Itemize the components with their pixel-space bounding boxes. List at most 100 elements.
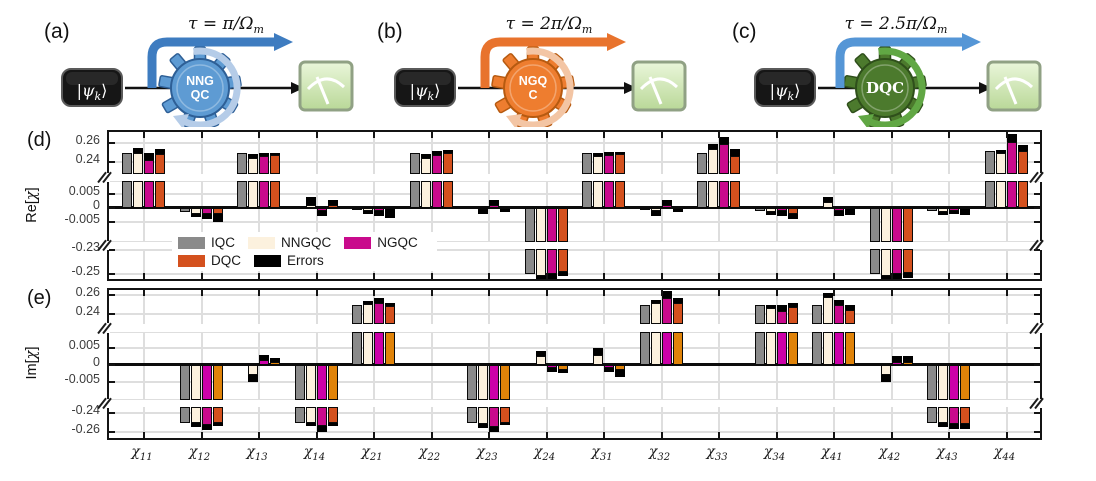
error-cap [938, 423, 948, 428]
bar-iqc [582, 152, 592, 174]
error-cap [672, 297, 683, 303]
x-tick-mark [488, 273, 490, 279]
x-tick-label: χ42 [878, 444, 901, 463]
error-cap [259, 354, 269, 360]
bar-iqc [352, 207, 362, 211]
meter-icon [298, 60, 354, 112]
bar-nngqc [880, 207, 891, 242]
error-cap [500, 422, 510, 426]
x-tick-mark [545, 132, 548, 138]
bar-iqc [927, 407, 937, 423]
error-cap [902, 356, 913, 362]
error-cap [190, 213, 201, 217]
error-cap [270, 358, 280, 362]
gridline-horizontal [109, 399, 1040, 401]
bar-ngqc [144, 160, 154, 174]
bar-dqc [327, 407, 338, 423]
bar-iqc [179, 364, 190, 400]
bar-iqc [122, 181, 132, 208]
y-tick-mark [109, 272, 115, 275]
gridline-horizontal [109, 313, 1040, 315]
x-tick-mark [775, 132, 778, 138]
error-cap [787, 302, 798, 308]
bar-nngqc [190, 207, 201, 214]
bar-ngqc [431, 181, 442, 208]
x-tick-mark [718, 132, 720, 138]
error-cap [823, 196, 833, 203]
error-cap [212, 213, 223, 223]
x-tick-label: χ32 [648, 444, 671, 463]
bar-nngqc [535, 356, 546, 365]
error-cap [327, 422, 338, 427]
meter-icon [986, 60, 1042, 112]
circuit-diagram-b: (b) NGQ C τ = 2π/Ωm |ψk⟩ [377, 14, 687, 127]
x-tick-mark [315, 132, 318, 138]
bar-dqc [155, 181, 165, 208]
error-cap [546, 368, 557, 372]
plot-area-re: IQC NNGQC NGQC DQC Errors [97, 130, 1045, 281]
bar-iqc [237, 152, 247, 174]
y-tick-label: -0.005 [64, 371, 100, 386]
x-tick-mark [718, 432, 720, 438]
bar-ngqc [546, 207, 557, 242]
gridline-vertical [200, 132, 203, 279]
bar-nngqc [708, 148, 718, 174]
error-cap [478, 424, 488, 429]
x-tick-mark [833, 290, 835, 296]
x-tick-label: χ21 [361, 444, 383, 463]
bar-nngqc [938, 207, 948, 213]
bar-nngqc [535, 207, 546, 242]
bar-dqc [845, 310, 855, 324]
bar-ngqc [489, 205, 499, 208]
x-tick-label: χ24 [533, 444, 556, 463]
bar-iqc [754, 304, 765, 324]
bar-dqc [787, 307, 798, 324]
error-cap [431, 150, 442, 156]
gridline-vertical [833, 132, 835, 279]
gridline-horizontal [109, 347, 1040, 349]
bar-iqc [524, 207, 535, 242]
y-tick-label: -0.005 [64, 212, 100, 227]
x-tick-mark [603, 432, 605, 438]
y-tick-label: 0.005 [68, 337, 100, 352]
x-tick-mark [660, 132, 663, 138]
bar-ngqc [431, 155, 442, 174]
x-tick-mark [200, 432, 203, 438]
bar-ngqc [316, 407, 327, 427]
x-tick-mark [488, 432, 490, 438]
nngqc-swatch-icon [248, 236, 276, 249]
bar-nngqc [363, 303, 373, 324]
error-cap [316, 426, 327, 432]
bar-iqc [927, 364, 937, 400]
x-tick-label: χ23 [476, 444, 498, 463]
legend-row: DQC Errors [178, 253, 431, 268]
bar-dqc [960, 364, 970, 400]
bar-iqc [869, 207, 880, 242]
bar-ngqc [374, 332, 384, 365]
x-tick-label: χ13 [246, 444, 268, 463]
error-cap [995, 149, 1006, 153]
bar-nngqc [363, 207, 373, 212]
y-tick-mark [1034, 206, 1040, 209]
bar-ngqc [489, 364, 499, 400]
x-tick-mark [890, 132, 893, 138]
bar-iqc [984, 181, 995, 208]
error-cap [363, 300, 373, 304]
y-tick-mark [1034, 363, 1040, 366]
x-tick-mark [833, 132, 835, 138]
bar-dqc [672, 302, 683, 324]
y-tick-label: -0.25 [71, 263, 101, 278]
y-tick-mark [109, 248, 115, 251]
gear-rotation-arrowhead-icon [173, 114, 189, 127]
bar-iqc [927, 207, 937, 211]
gridline-vertical [948, 132, 950, 279]
legend-item-errors: Errors [254, 253, 324, 268]
error-cap [259, 152, 269, 157]
error-cap [661, 291, 672, 298]
diagram-panel-label: (b) [377, 20, 403, 43]
bar-ngqc [201, 364, 212, 400]
gridline-horizontal [109, 142, 1040, 144]
bar-nngqc [133, 181, 143, 208]
plot-area-im [97, 288, 1045, 440]
bar-dqc [385, 332, 395, 365]
